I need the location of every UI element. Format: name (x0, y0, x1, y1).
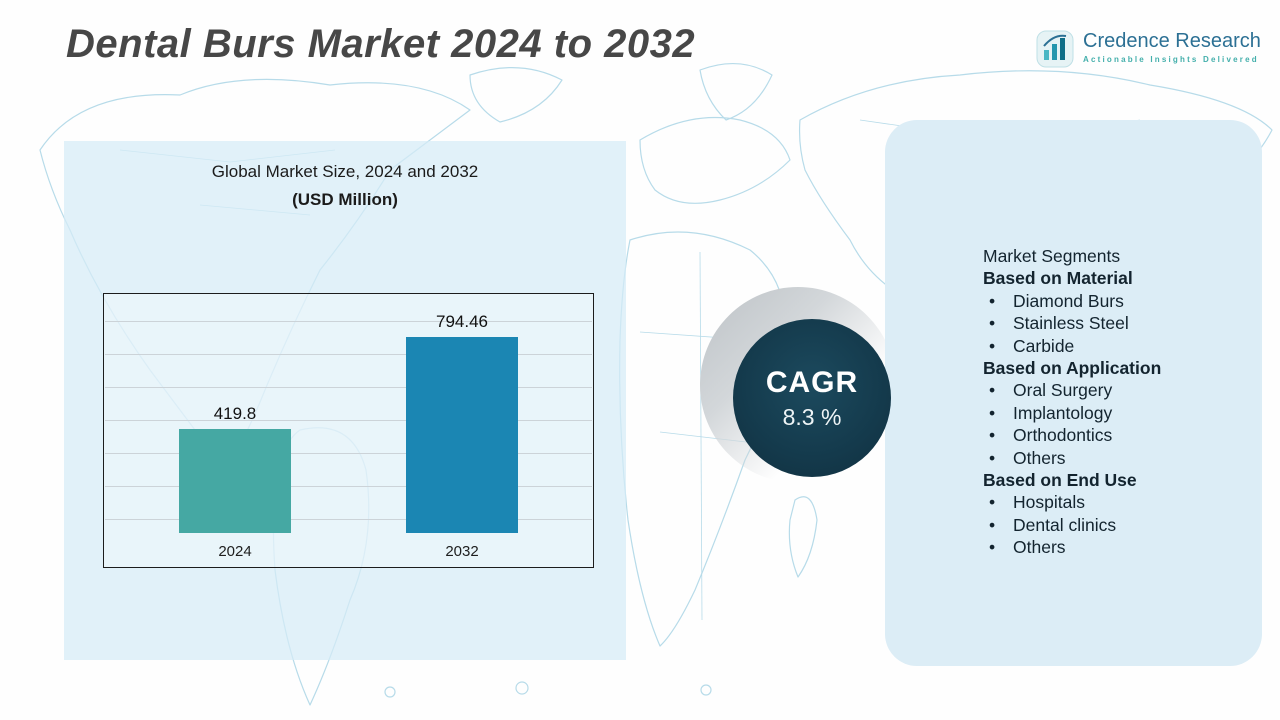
page-title: Dental Burs Market 2024 to 2032 (66, 22, 696, 66)
bar-2024: 419.8 (179, 404, 291, 533)
segment-item-label: Dental clinics (1013, 514, 1117, 535)
segment-item-label: Carbide (1013, 335, 1075, 356)
bullet-icon: • (989, 514, 996, 535)
chart-heading-line2: (USD Million) (292, 190, 398, 210)
bullet-icon: • (989, 313, 996, 334)
bullet-icon: • (989, 492, 996, 513)
bar-value-label: 419.8 (213, 404, 257, 423)
bullet-icon: • (989, 335, 996, 356)
cagr-value: 8.3 % (782, 403, 842, 430)
bar-chart: 419.8 2024 794.46 2032 (103, 293, 594, 568)
cagr-label: CAGR (765, 365, 859, 399)
segment-group-heading: Based on End Use (983, 470, 1137, 491)
segment-item: • Others (983, 447, 1263, 469)
segment-item: • Stainless Steel (983, 312, 1263, 334)
segment-item: • Oral Surgery (983, 379, 1263, 401)
bullet-icon: • (989, 537, 996, 558)
credence-logo: Credence Research Actionable Insights De… (1036, 30, 1261, 68)
bar-value-label: 794.46 (436, 312, 488, 331)
bullet-icon: • (989, 425, 996, 446)
bullet-icon: • (989, 290, 996, 311)
segment-group-heading: Based on Material (983, 268, 1133, 289)
market-segments-panel (885, 120, 1262, 666)
logo-text: Credence Research Actionable Insights De… (1083, 30, 1261, 64)
segment-item: • Orthodontics (983, 424, 1263, 446)
bar-category-label: 2032 (445, 543, 479, 560)
cagr-badge: CAGR 8.3 % (733, 319, 891, 477)
chart-plot-area: 419.8 2024 794.46 2032 (104, 294, 593, 567)
bar-category-label: 2024 (218, 543, 252, 560)
segment-item: • Carbide (983, 335, 1263, 357)
segment-item-label: Implantology (1013, 402, 1113, 423)
segment-item-label: Oral Surgery (1013, 380, 1113, 401)
logo-name: Credence Research (1083, 30, 1261, 52)
segment-item: • Diamond Burs (983, 290, 1263, 312)
bullet-icon: • (989, 447, 996, 468)
segment-item: • Dental clinics (983, 514, 1263, 536)
logo-tagline: Actionable Insights Delivered (1083, 55, 1259, 64)
segments-list: Market Segments Based on Material • Diamond… (983, 245, 1263, 559)
segment-item: • Implantology (983, 402, 1263, 424)
segment-item-label: Hospitals (1013, 492, 1085, 513)
bullet-icon: • (989, 380, 996, 401)
credence-logo-icon (1036, 30, 1074, 68)
segment-item-label: Diamond Burs (1013, 290, 1124, 311)
segment-item: • Hospitals (983, 491, 1263, 513)
bar-2032: 794.46 (406, 312, 518, 533)
segment-item: • Others (983, 536, 1263, 558)
chart-heading: Global Market Size, 2024 and 2032 (USD M… (64, 158, 626, 214)
segment-item-label: Orthodontics (1013, 425, 1113, 446)
segments-title: Market Segments (983, 246, 1121, 266)
segment-item-label: Others (1013, 537, 1066, 558)
segment-item-label: Stainless Steel (1013, 313, 1129, 334)
bullet-icon: • (989, 402, 996, 423)
segment-group-heading: Based on Application (983, 358, 1162, 379)
chart-heading-line1: Global Market Size, 2024 and 2032 (211, 162, 479, 181)
segment-item-label: Others (1013, 447, 1066, 468)
